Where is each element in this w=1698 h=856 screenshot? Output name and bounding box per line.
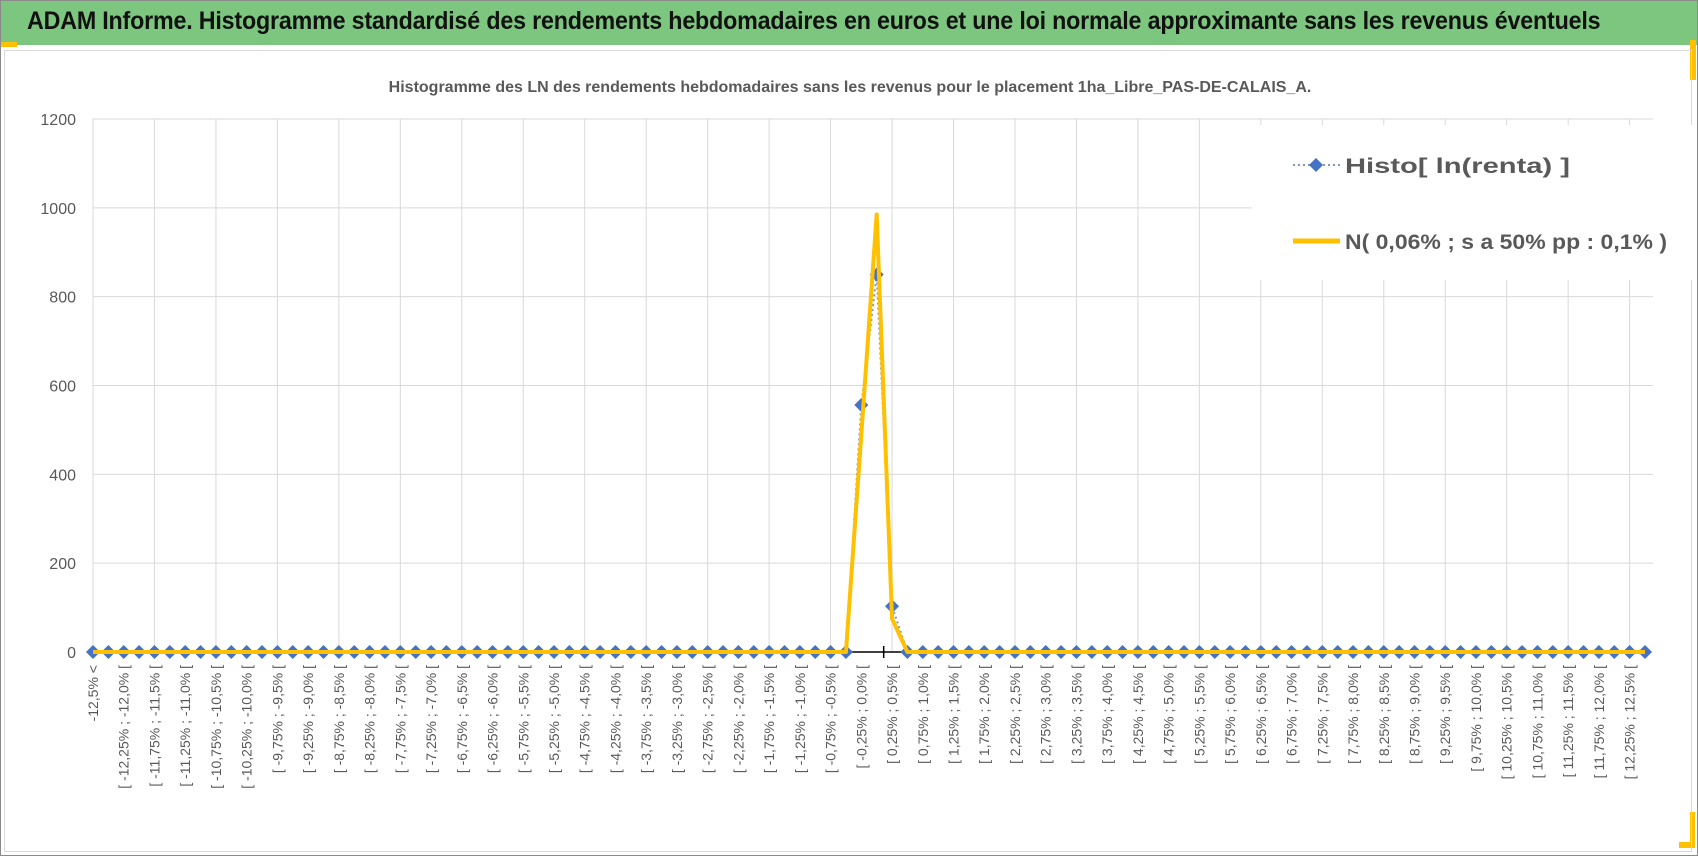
x-tick-label: [ -11,25% ; -11,0% [: [177, 665, 193, 787]
x-tick-label: [ -11,75% ; -11,5% [: [146, 665, 162, 787]
x-tick-label: [ 4,75% ; 5,0% [: [1161, 665, 1177, 764]
x-tick-label: [ -2,75% ; -2,5% [: [700, 665, 716, 773]
x-tick-label: [ 8,25% ; 8,5% [: [1376, 665, 1392, 764]
y-tick-label: 200: [49, 556, 76, 573]
x-tick-label: [ -8,75% ; -8,5% [: [331, 665, 347, 773]
x-tick-label: [ 1,25% ; 1,5% [: [946, 665, 962, 764]
x-tick-label: [ 5,75% ; 6,0% [: [1222, 665, 1238, 764]
x-tick-label: [ 8,75% ; 9,0% [: [1407, 665, 1423, 764]
x-tick-label: [ -1,25% ; -1,0% [: [792, 665, 808, 773]
legend-normal-label: N( 0,06% ; s a 50% pp : 0,1% ): [1345, 231, 1667, 254]
y-tick-label: 1000: [40, 201, 76, 218]
y-tick-label: 800: [49, 290, 76, 307]
x-tick-label: [ 3,25% ; 3,5% [: [1068, 665, 1084, 764]
x-tick-label: [ 9,75% ; 10,0% [: [1468, 665, 1484, 772]
x-tick-label: [ -10,75% ; -10,5% [: [208, 665, 224, 789]
x-tick-label: [ 3,75% ; 4,0% [: [1099, 665, 1115, 764]
x-tick-label: [ 7,25% ; 7,5% [: [1314, 665, 1330, 764]
x-tick-label: [ -6,25% ; -6,0% [: [485, 665, 501, 773]
x-tick-label: [ 7,75% ; 8,0% [: [1345, 665, 1361, 764]
report-title: ADAM Informe. Histogramme standardisé de…: [27, 7, 1601, 35]
x-tick-label: [ -5,25% ; -5,0% [: [546, 665, 562, 773]
legend: Histo[ ln(renta) ] N( 0,06% ; s a 50% pp…: [1252, 125, 1692, 280]
x-tick-label: [ -10,25% ; -10,0% [: [239, 665, 255, 789]
chart-area: [4, 50, 1692, 852]
legend-histo-label: Histo[ ln(renta) ]: [1345, 155, 1570, 178]
x-tick-label: [ -6,75% ; -6,5% [: [454, 665, 470, 773]
header-accent-right: [1690, 40, 1696, 80]
x-tick-label: [ -1,75% ; -1,5% [: [761, 665, 777, 773]
x-tick-label: [ 2,75% ; 3,0% [: [1038, 665, 1054, 764]
x-tick-label: [ 11,75% ; 12,0% [: [1591, 665, 1607, 778]
x-tick-label: [ 1,75% ; 2,0% [: [976, 665, 992, 764]
x-tick-label: [ -8,25% ; -8,0% [: [362, 665, 378, 773]
x-tick-label: [ 11,25% ; 11,5% [: [1560, 665, 1576, 777]
footer-accent-right: [1679, 842, 1695, 848]
x-tick-label: [ 0,25% ; 0,5% [: [884, 665, 900, 764]
x-tick-label: [ -3,75% ; -3,5% [: [638, 665, 654, 773]
footer-accent-right-v: [1690, 812, 1695, 846]
x-tick-label: [ -9,25% ; -9,0% [: [300, 665, 316, 773]
x-tick-label: [ -7,25% ; -7,0% [: [423, 665, 439, 773]
y-tick-label: 1200: [40, 112, 76, 129]
x-tick-label: [ 9,25% ; 9,5% [: [1437, 665, 1453, 764]
x-tick-label: [ 0,75% ; 1,0% [: [915, 665, 931, 764]
x-tick-label: [ 5,25% ; 5,5% [: [1191, 665, 1207, 764]
legend-background: [1252, 125, 1692, 280]
x-tick-label: [ 6,75% ; 7,0% [: [1284, 665, 1300, 764]
y-tick-label: 0: [67, 645, 76, 662]
x-tick-label: [ 10,25% ; 10,5% [: [1499, 665, 1515, 780]
x-tick-label: [ 6,25% ; 6,5% [: [1253, 665, 1269, 764]
x-tick-label: [ -12,25% ; -12,0% [: [116, 665, 132, 789]
x-tick-label: [ -7,75% ; -7,5% [: [392, 665, 408, 773]
y-tick-label: 600: [49, 379, 76, 396]
x-tick-label: [ -9,75% ; -9,5% [: [269, 665, 285, 773]
x-tick-label: [ -0,25% ; 0,0% [: [853, 665, 869, 769]
chart-title: Histogramme des LN des rendements hebdom…: [389, 79, 1312, 96]
x-tick-label: [ -4,75% ; -4,5% [: [577, 665, 593, 773]
x-tick-label: [ 10,75% ; 11,0% [: [1529, 665, 1545, 778]
x-tick-label: [ -4,25% ; -4,0% [: [607, 665, 623, 773]
normal-series-line: [93, 212, 1645, 654]
x-tick-label: [ -2,25% ; -2,0% [: [730, 665, 746, 773]
legend-histo-diamond-icon: [1309, 158, 1323, 172]
x-tick-label: [ 4,25% ; 4,5% [: [1130, 665, 1146, 764]
header-accent-left: [1, 42, 17, 47]
x-tick-label: [ -5,75% ; -5,5% [: [515, 665, 531, 773]
x-tick-label: [ -0,75% ; -0,5% [: [823, 665, 839, 773]
y-tick-label: 400: [49, 467, 76, 484]
x-tick-label: -12,5% <: [85, 665, 101, 721]
x-tick-label: [ -3,25% ; -3,0% [: [669, 665, 685, 773]
x-tick-label: [ 2,25% ; 2,5% [: [1007, 665, 1023, 764]
report-header: ADAM Informe. Histogramme standardisé de…: [1, 1, 1697, 45]
x-tick-label: [ 12,25% ; 12,5% [: [1622, 665, 1638, 780]
